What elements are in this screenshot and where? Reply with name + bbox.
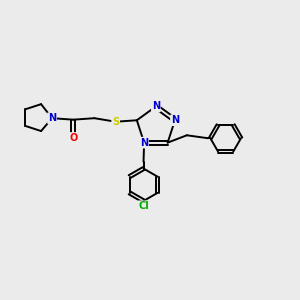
Text: Cl: Cl: [138, 201, 149, 211]
Text: N: N: [140, 138, 148, 148]
Text: N: N: [171, 115, 179, 125]
Text: O: O: [69, 133, 77, 143]
Text: N: N: [152, 101, 160, 111]
Text: N: N: [48, 113, 56, 123]
Text: S: S: [112, 117, 119, 127]
